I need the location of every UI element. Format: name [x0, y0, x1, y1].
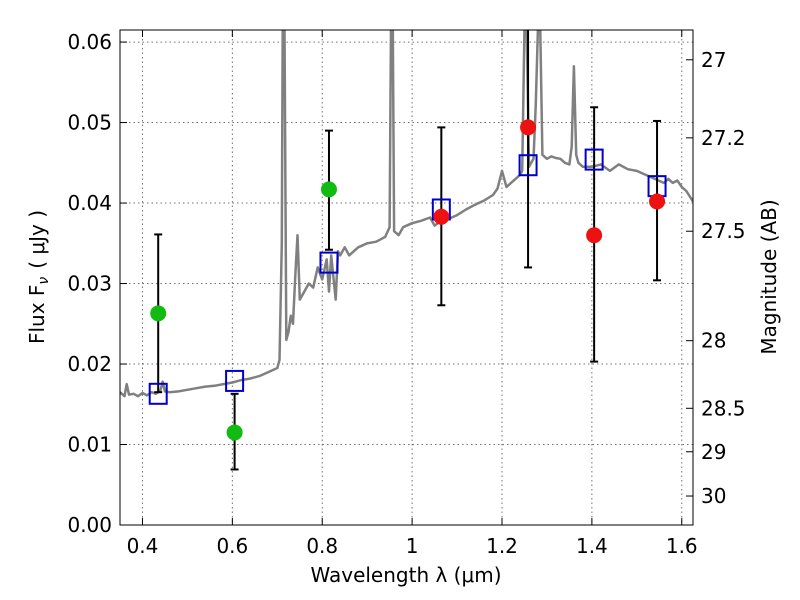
observed-point-series	[150, 119, 666, 441]
spectrum-series	[120, 30, 693, 398]
x-tick-label: 0.4	[127, 534, 159, 558]
y2-axis-label: Magnitude (AB)	[757, 199, 781, 354]
y2-tick-label: 28.5	[701, 396, 746, 420]
x-tick-label: 0.6	[216, 534, 248, 558]
y-tick-label: 0.03	[67, 272, 112, 296]
red-point	[520, 119, 537, 136]
y-tick-label: 0.02	[67, 352, 112, 376]
model-box	[148, 382, 168, 405]
y2-tick-label: 30	[701, 484, 726, 508]
model-box-series	[148, 148, 667, 405]
y-axis-label: Flux Fν ( μJy )	[25, 210, 52, 344]
x-tick-label: 1	[406, 534, 419, 558]
model-box	[319, 251, 339, 274]
spectrum-line	[120, 30, 693, 398]
x-tick-label: 1.2	[486, 534, 518, 558]
green-point	[320, 181, 337, 198]
y2-tick-label: 29	[701, 440, 726, 464]
green-point	[150, 305, 167, 322]
x-tick-label: 1.6	[666, 534, 698, 558]
red-point	[649, 193, 666, 210]
y2-tick-label: 27.5	[701, 219, 746, 243]
model-box	[225, 369, 245, 392]
y-tick-label: 0.05	[67, 111, 112, 135]
y2-tick-label: 28	[701, 329, 726, 353]
plot-frame	[119, 29, 694, 526]
y2-tick-label: 27.2	[701, 126, 746, 150]
y2-tick-label: 27	[701, 48, 726, 72]
errorbar-series	[154, 30, 662, 471]
y-tick-label: 0.01	[67, 433, 112, 457]
y-axis-label-unit: ( μJy )	[25, 210, 49, 269]
x-tick-label: 0.8	[306, 534, 338, 558]
grid-lines	[120, 30, 693, 526]
x-tick-label: 1.4	[576, 534, 608, 558]
red-point	[586, 227, 603, 244]
model-box	[518, 154, 538, 177]
green-point	[226, 424, 243, 441]
red-point	[433, 208, 450, 225]
y-tick-label: 0.00	[67, 513, 112, 537]
y-axis-label-main: Flux F	[25, 285, 49, 344]
x-axis-label: Wavelength λ (μm)	[310, 563, 501, 587]
y-axis-label-subscript: ν	[36, 277, 52, 285]
y-tick-label: 0.06	[67, 30, 112, 54]
y-tick-label: 0.04	[67, 191, 112, 215]
model-box	[584, 148, 604, 171]
axis-ticks: 0.4 0.6 0.8 1 1.2 1.4 1.6 0.00 0.01 0.02 0.03 0.04 0…	[67, 30, 746, 558]
